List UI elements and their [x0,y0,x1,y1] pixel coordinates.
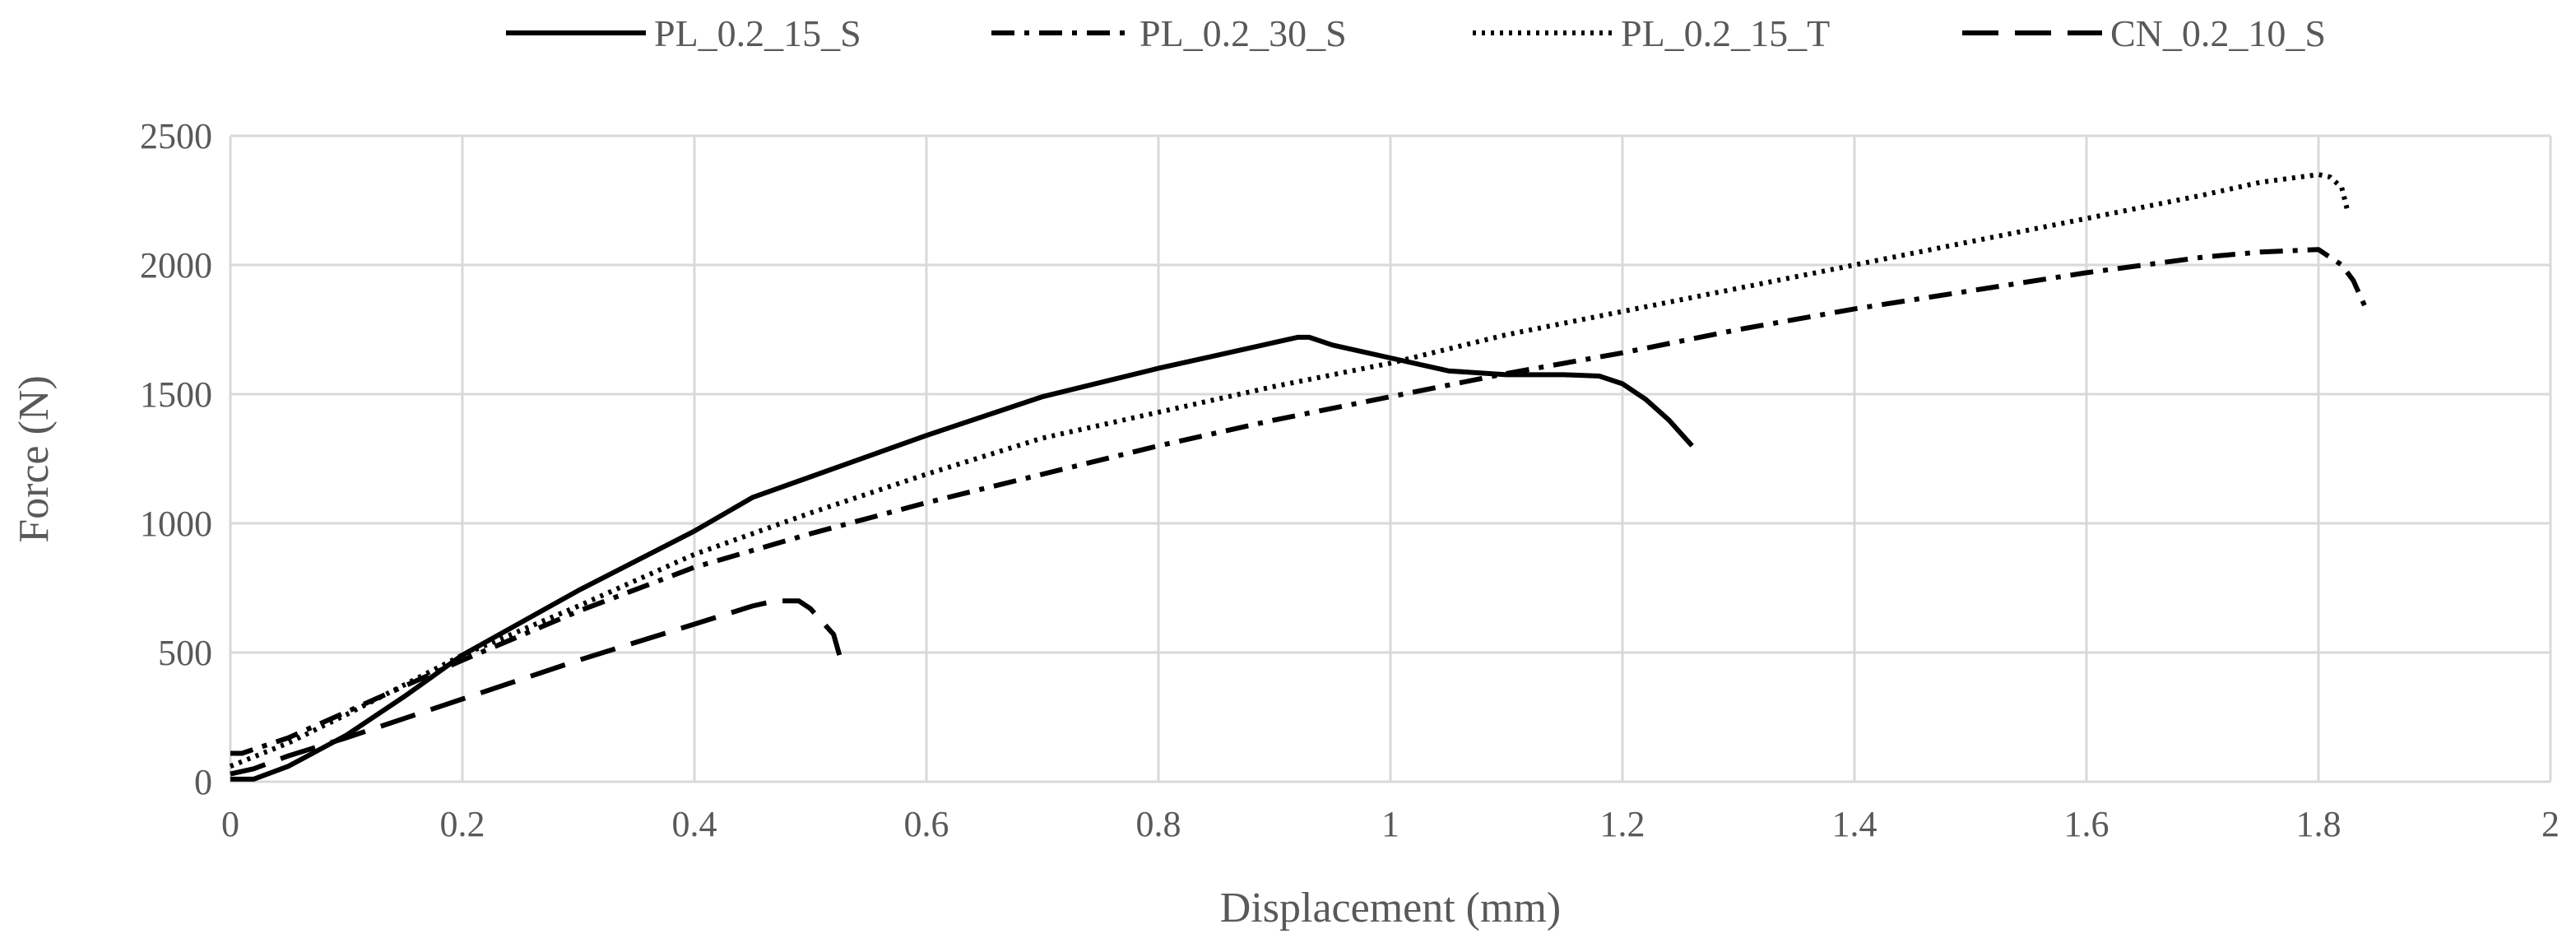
x-tick-label: 1.2 [1600,804,1645,844]
x-tick-label: 0.6 [904,804,949,844]
x-tick-label: 0.4 [672,804,717,844]
legend-label-3: PL_0.2_15_T [1621,12,1830,54]
y-axis-title: Force (N) [11,375,58,543]
x-axis-title: Displacement (mm) [1220,885,1561,931]
series-line-3 [229,172,2351,769]
y-tick-label: 1500 [140,374,212,415]
x-tick-label: 1.6 [2064,804,2110,844]
legend-label-4: CN_0.2_10_S [2110,12,2326,54]
x-tick-label: 2 [2541,804,2560,844]
legend-label-1: PL_0.2_15_S [654,12,861,54]
y-tick-label: 500 [158,633,212,673]
gridlines [229,134,2552,783]
x-tick-label: 1.4 [1832,804,1877,844]
y-axis-ticks: 0 500 1000 1500 2000 2500 [140,116,212,802]
legend: PL_0.2_15_S PL_0.2_30_S PL_0.2_15_T CN_0.2_… [506,12,2326,54]
x-tick-label: 0.8 [1136,804,1181,844]
series-line-2 [230,247,2368,756]
y-tick-label: 0 [194,762,212,802]
y-tick-label: 2500 [140,116,212,156]
series-line-1 [230,334,1694,782]
legend-label-2: PL_0.2_30_S [1139,12,1347,54]
series-line-4 [230,598,842,777]
x-tick-label: 0.2 [440,804,485,844]
y-tick-label: 2000 [140,245,212,286]
x-tick-label: 0 [221,804,239,844]
x-axis-ticks: 0 0.2 0.4 0.6 0.8 1 1.2 1.4 1.6 1.8 2 [221,804,2560,844]
y-tick-label: 1000 [140,504,212,544]
x-tick-label: 1.8 [2296,804,2342,844]
plot-series [229,172,2368,782]
x-tick-label: 1 [1381,804,1399,844]
